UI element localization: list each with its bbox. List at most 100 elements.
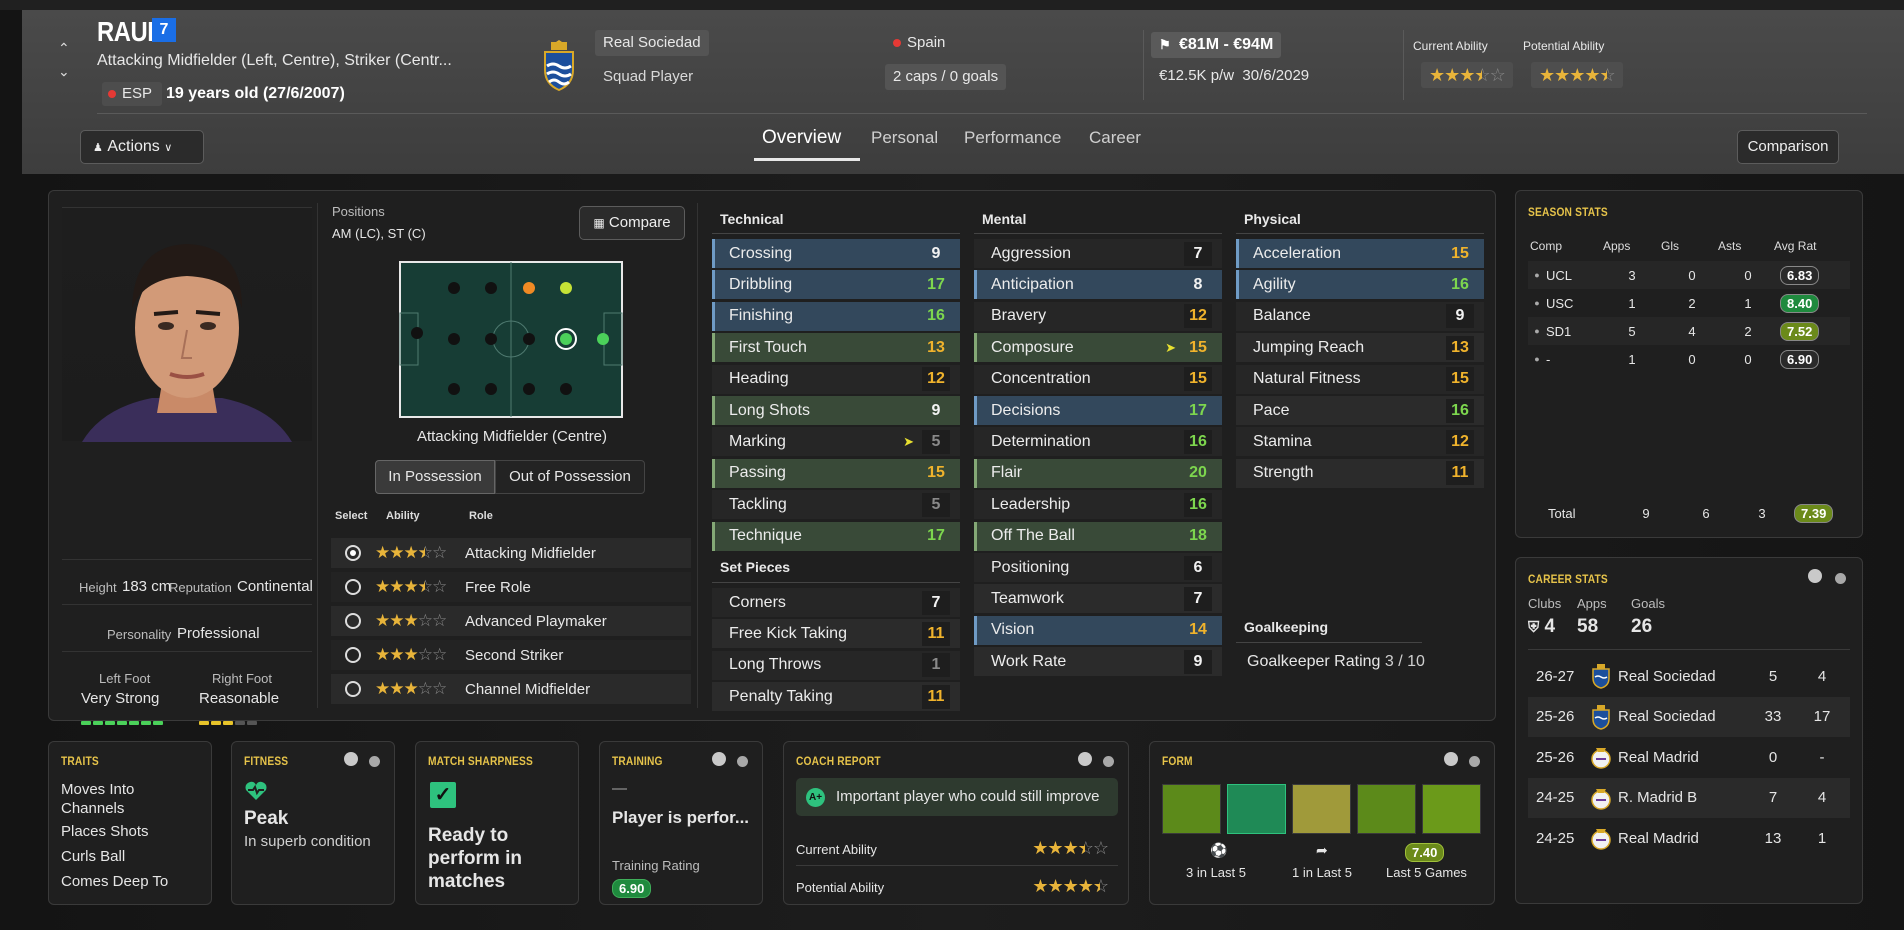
- attribute-row[interactable]: Acceleration 15: [1236, 239, 1484, 268]
- form-match-bar[interactable]: [1422, 784, 1481, 834]
- attribute-name: Determination: [991, 432, 1091, 450]
- real-sociedad-badge-icon[interactable]: [535, 36, 583, 92]
- tab-overview[interactable]: Overview: [762, 127, 842, 148]
- panel-option-icon[interactable]: [712, 752, 726, 771]
- panel-option-icon-2[interactable]: [737, 754, 748, 772]
- attribute-row[interactable]: Anticipation 8: [974, 270, 1222, 300]
- attribute-row[interactable]: Aggression 7: [974, 239, 1222, 268]
- season-stats-row[interactable]: ● UCL 3 0 0 6.83: [1528, 261, 1850, 289]
- attribute-row[interactable]: Tackling 5: [712, 490, 960, 520]
- attribute-row[interactable]: Balance 9: [1236, 301, 1484, 331]
- season-stats-panel: SEASON STATS Comp Apps Gls Asts Avg Rat …: [1515, 190, 1863, 538]
- season-stats-row[interactable]: ● USC 1 2 1 8.40: [1528, 289, 1850, 317]
- previous-player-icon[interactable]: ⌃: [58, 40, 70, 56]
- attribute-row[interactable]: Penalty Taking 11: [712, 682, 960, 712]
- tab-personal[interactable]: Personal: [871, 128, 939, 147]
- pitch-diagram[interactable]: [399, 261, 623, 418]
- attribute-row[interactable]: Leadership 16: [974, 490, 1222, 520]
- attribute-row[interactable]: Dribbling 17: [712, 270, 960, 300]
- next-player-icon[interactable]: ⌃: [58, 63, 70, 79]
- nationality-chip[interactable]: ESP: [102, 82, 162, 106]
- panel-option-icon[interactable]: [1078, 752, 1092, 771]
- club-name-chip[interactable]: Real Sociedad: [595, 30, 709, 56]
- attribute-row[interactable]: Determination 16: [974, 427, 1222, 457]
- form-match-bar[interactable]: [1227, 784, 1286, 834]
- attribute-row[interactable]: Flair 20: [974, 458, 1222, 488]
- attribute-row[interactable]: Technique 17: [712, 521, 960, 551]
- season-stats-row[interactable]: ● - 1 0 0 6.90: [1528, 345, 1850, 373]
- compare-button[interactable]: ▦ Compare: [579, 206, 685, 240]
- attribute-row[interactable]: Long Throws 1: [712, 650, 960, 680]
- attribute-row[interactable]: First Touch 13: [712, 333, 960, 363]
- attribute-row[interactable]: Strength 11: [1236, 458, 1484, 488]
- out-of-possession-toggle[interactable]: Out of Possession: [495, 460, 645, 494]
- attribute-row[interactable]: Work Rate 9: [974, 647, 1222, 677]
- role-radio[interactable]: [345, 545, 361, 561]
- attribute-row[interactable]: Off The Ball 18: [974, 521, 1222, 551]
- attribute-row[interactable]: Heading 12: [712, 364, 960, 394]
- attribute-value: 11: [922, 621, 950, 646]
- attribute-value: 7: [922, 590, 950, 615]
- role-radio[interactable]: [345, 613, 361, 629]
- form-match-bar[interactable]: [1292, 784, 1351, 834]
- role-row[interactable]: ★★★☆☆ Second Striker: [331, 640, 691, 670]
- role-row[interactable]: ★★★☆☆ Channel Midfielder: [331, 674, 691, 704]
- panel-option-icon-2[interactable]: [1103, 754, 1114, 772]
- attribute-row[interactable]: Vision 14: [974, 615, 1222, 645]
- role-row[interactable]: ★★★☆☆ Advanced Playmaker: [331, 606, 691, 636]
- attribute-row[interactable]: Jumping Reach 13: [1236, 333, 1484, 363]
- career-stats-row[interactable]: 24-25 Real Madrid 13 1: [1528, 818, 1850, 858]
- tab-performance[interactable]: Performance: [964, 128, 1062, 147]
- attribute-row[interactable]: Decisions 17: [974, 396, 1222, 425]
- attribute-row[interactable]: Finishing 16: [712, 301, 960, 331]
- comparison-button[interactable]: Comparison: [1737, 130, 1839, 164]
- tab-career[interactable]: Career: [1089, 128, 1141, 147]
- career-stats-row[interactable]: 26-27 Real Sociedad 5 4: [1528, 656, 1850, 696]
- nation-link[interactable]: Spain: [893, 34, 945, 51]
- role-row[interactable]: ★★★☆★☆ Attacking Midfielder: [331, 538, 691, 568]
- attribute-row[interactable]: Concentration 15: [974, 364, 1222, 394]
- in-possession-toggle[interactable]: In Possession: [375, 460, 495, 494]
- attribute-row[interactable]: Corners 7: [712, 588, 960, 617]
- career-stats-row[interactable]: 24-25 R. Madrid B 7 4: [1528, 777, 1850, 818]
- attribute-row[interactable]: Marking ➤ 5: [712, 427, 960, 457]
- attribute-row[interactable]: Pace 16: [1236, 396, 1484, 425]
- attribute-row[interactable]: Teamwork 7: [974, 584, 1222, 614]
- form-match-bar[interactable]: [1357, 784, 1416, 834]
- panel-option-icon[interactable]: [1808, 569, 1822, 588]
- attribute-row[interactable]: Agility 16: [1236, 270, 1484, 300]
- career-stats-row[interactable]: 25-26 Real Sociedad 33 17: [1528, 696, 1850, 737]
- training-rating-label: Training Rating: [612, 858, 700, 873]
- career-stats-row[interactable]: 25-26 Real Madrid 0 -: [1528, 737, 1850, 777]
- attribute-row[interactable]: Passing 15: [712, 458, 960, 488]
- attribute-row[interactable]: Natural Fitness 15: [1236, 364, 1484, 394]
- panel-option-icon-2[interactable]: [1835, 571, 1846, 589]
- attribute-value: 7: [1184, 586, 1212, 611]
- club-badge-icon: [1592, 664, 1610, 689]
- season-stats-header: Comp Apps Gls Asts Avg Rat: [1530, 239, 1817, 253]
- attribute-row[interactable]: Bravery 12: [974, 301, 1222, 331]
- role-row[interactable]: ★★★☆★☆ Free Role: [331, 572, 691, 602]
- attribute-row[interactable]: Positioning 6: [974, 553, 1222, 582]
- attribute-row[interactable]: Long Shots 9: [712, 396, 960, 425]
- trait-item: Moves Into Channels: [61, 781, 135, 817]
- attribute-row[interactable]: Free Kick Taking 11: [712, 619, 960, 649]
- panel-option-icon-2[interactable]: [369, 754, 380, 772]
- role-radio[interactable]: [345, 681, 361, 697]
- role-radio[interactable]: [345, 647, 361, 663]
- attribute-row[interactable]: Composure ➤ 15: [974, 333, 1222, 363]
- compare-icon: ▦: [593, 216, 605, 230]
- ability-column-header: Ability: [386, 510, 420, 522]
- attribute-name: Balance: [1253, 307, 1311, 325]
- panel-option-icon[interactable]: [1444, 752, 1458, 771]
- attribute-row[interactable]: Stamina 12: [1236, 427, 1484, 457]
- role-radio[interactable]: [345, 579, 361, 595]
- season-stats-row[interactable]: ● SD1 5 4 2 7.52: [1528, 317, 1850, 345]
- attribute-row[interactable]: Crossing 9: [712, 239, 960, 268]
- attribute-value: 12: [1184, 304, 1212, 329]
- form-match-bar[interactable]: [1162, 784, 1221, 834]
- actions-button[interactable]: ♟ Actions ∨: [80, 130, 204, 164]
- attribute-value: 12: [1446, 429, 1474, 454]
- panel-option-icon[interactable]: [344, 752, 358, 771]
- panel-option-icon-2[interactable]: [1469, 754, 1480, 772]
